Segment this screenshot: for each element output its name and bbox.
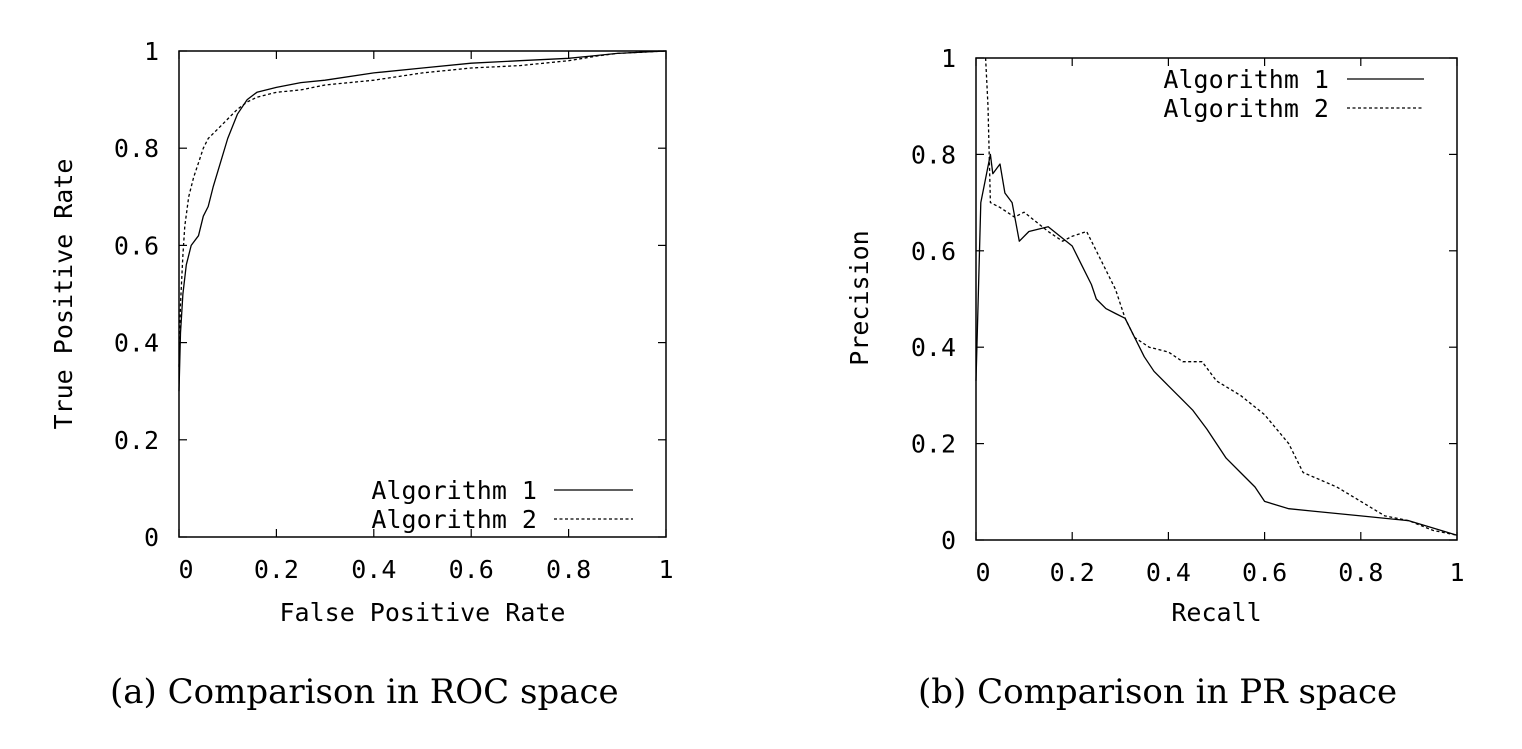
series-line-1	[178, 50, 667, 392]
x-tick-label: 0.8	[1338, 558, 1383, 587]
legend-label-1: Algorithm 1	[371, 476, 537, 505]
x-tick-label: 0.2	[254, 555, 299, 584]
y-tick-label: 0.8	[114, 134, 159, 163]
series-line-2	[178, 50, 667, 367]
y-tick-label: 0.2	[114, 426, 159, 455]
pr-chart: 0 0.2 0.4 0.6 0.8 1 0 0.2 0.4 0.6 0.8 1 Recall Precis…	[845, 44, 1465, 627]
x-tick-label: 0.2	[1050, 558, 1095, 587]
y-axis-label: True Positive Rate	[49, 159, 78, 430]
x-tick-label: 1	[658, 555, 673, 584]
series-line-2	[984, 57, 1458, 536]
x-tick-label: 0	[975, 558, 990, 587]
legend-label-2: Algorithm 2	[1163, 94, 1329, 123]
legend-label-1: Algorithm 1	[1163, 65, 1329, 94]
y-tick-label: 0.6	[114, 231, 159, 260]
x-tick-label: 0.4	[351, 555, 396, 584]
y-tick-label: 1	[144, 37, 159, 66]
pr-caption: (b) Comparison in PR space	[918, 672, 1398, 712]
x-tick-label: 0.6	[1242, 558, 1287, 587]
y-tick-label: 1	[941, 44, 956, 73]
x-tick-label: 0.4	[1146, 558, 1191, 587]
y-tick-label: 0	[144, 523, 159, 552]
x-tick-label: 1	[1449, 558, 1464, 587]
roc-chart: 0 0.2 0.4 0.6 0.8 1 0 0.2 0.4 0.6 0.8 1 False Positi…	[49, 37, 674, 627]
x-tick-label: 0.8	[546, 555, 591, 584]
y-tick-label: 0.4	[114, 329, 159, 358]
y-tick-label: 0	[941, 526, 956, 555]
legend-label-2: Algorithm 2	[371, 505, 537, 534]
y-tick-label: 0.6	[911, 237, 956, 266]
series-line-1	[975, 153, 1458, 536]
plot-frame	[178, 50, 667, 538]
y-axis-label: Precision	[845, 230, 874, 365]
y-tick-label: 0.8	[911, 140, 956, 169]
plot-frame	[975, 57, 1458, 541]
roc-caption: (a) Comparison in ROC space	[110, 672, 619, 712]
y-tick-label: 0.2	[911, 430, 956, 459]
y-tick-label: 0.4	[911, 333, 956, 362]
x-axis-label: Recall	[1171, 598, 1261, 627]
x-axis-label: False Positive Rate	[280, 598, 566, 627]
x-tick-label: 0	[178, 555, 193, 584]
x-tick-label: 0.6	[449, 555, 494, 584]
